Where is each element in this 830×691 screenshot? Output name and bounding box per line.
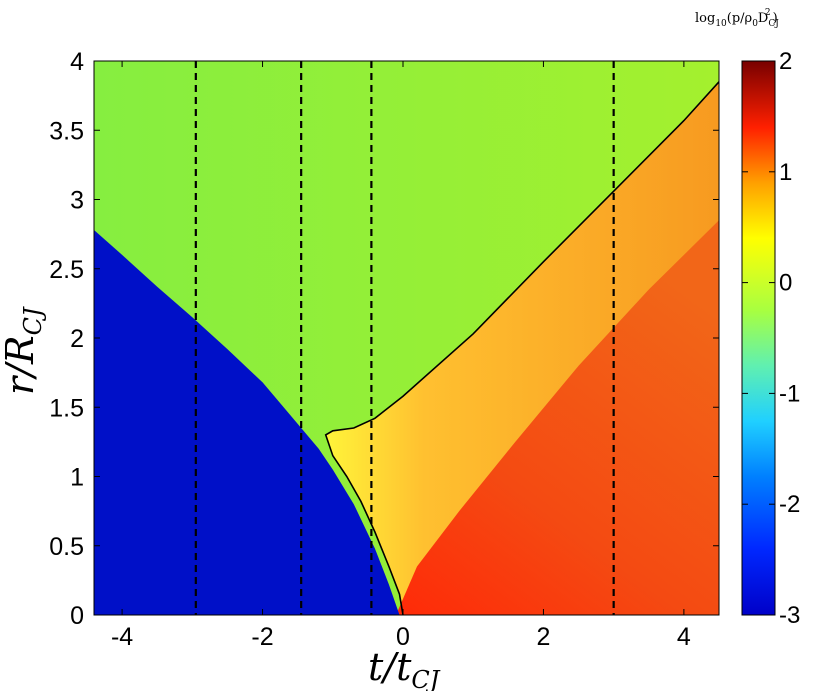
colorbar-title: log10(p/ρ0DCJ2) bbox=[695, 8, 779, 29]
y-tick-label: 2 bbox=[70, 325, 84, 353]
colorbar-ticks: -3 -2 -1 0 1 2 bbox=[742, 48, 800, 629]
colorbar-tick-label: 1 bbox=[779, 159, 792, 186]
colorbar-tick-label: 2 bbox=[779, 48, 792, 75]
y-tick-label: 3.5 bbox=[49, 117, 84, 145]
colorbar-tick-label: -2 bbox=[779, 491, 800, 518]
plot-area bbox=[94, 61, 719, 615]
x-axis-label: t/tCJ bbox=[368, 645, 441, 691]
y-axis-label: r/RCJ bbox=[0, 306, 47, 395]
unshocked-region bbox=[94, 230, 400, 615]
colorbar-tick-label: -1 bbox=[779, 380, 800, 407]
y-tick-label: 2.5 bbox=[49, 256, 84, 284]
shock-front-line bbox=[324, 81, 719, 615]
y-tick-label: 4 bbox=[70, 48, 84, 76]
core-region bbox=[396, 220, 719, 615]
colorbar-tick-label: 0 bbox=[779, 270, 792, 297]
y-tick-label: 3 bbox=[70, 187, 84, 215]
y-tick-label: 1.5 bbox=[49, 394, 84, 422]
colorbar-tick-label: -3 bbox=[779, 602, 800, 629]
dashed-lines bbox=[194, 61, 615, 615]
y-axis-ticks: 0 0.5 1 1.5 2 2.5 3 3.5 4 bbox=[49, 48, 719, 630]
y-tick-label: 0.5 bbox=[49, 533, 84, 561]
y-tick-label: 0 bbox=[70, 602, 84, 630]
y-tick-label: 1 bbox=[70, 464, 84, 492]
x-axis-ticks: -4 -2 0 2 4 bbox=[111, 61, 691, 651]
x-tick-label: 2 bbox=[536, 623, 550, 651]
x-tick-label: -2 bbox=[251, 623, 273, 651]
x-tick-label: 0 bbox=[396, 623, 410, 651]
x-tick-label: -4 bbox=[111, 623, 133, 651]
colorbar-frame bbox=[741, 60, 776, 616]
x-tick-label: 4 bbox=[677, 623, 691, 651]
colorbar bbox=[742, 61, 775, 615]
